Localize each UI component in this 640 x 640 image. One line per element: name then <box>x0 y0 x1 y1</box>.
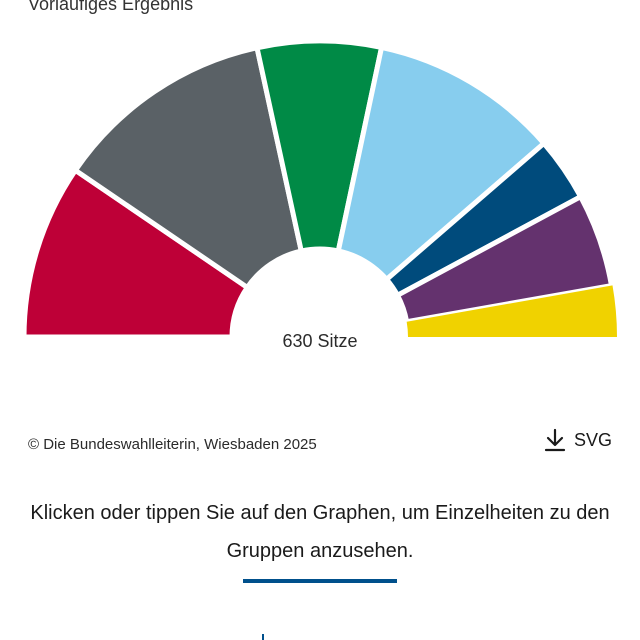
interaction-hint: Klicken oder tippen Sie auf den Graphen,… <box>30 502 610 562</box>
seat-segment-4[interactable] <box>335 44 547 282</box>
seat-segment-remainder[interactable] <box>406 285 617 337</box>
seat-segment-6[interactable] <box>394 194 615 325</box>
active-tab-indicator <box>243 579 397 583</box>
tab-marker <box>262 634 264 640</box>
seat-segment-2[interactable] <box>72 45 304 290</box>
download-svg-button[interactable]: SVG <box>544 428 612 452</box>
download-icon <box>544 428 566 452</box>
download-label: SVG <box>573 429 612 450</box>
copyright-notice: © Die Bundeswahlleiterin, Wiesbaden 2025 <box>28 436 317 453</box>
total-seats-label: 630 Sitze <box>282 331 358 351</box>
chart-subtitle: Vorläufiges Ergebnis <box>28 0 194 14</box>
seat-segment-1[interactable] <box>21 167 250 340</box>
seat-distribution-chart[interactable] <box>0 0 640 360</box>
